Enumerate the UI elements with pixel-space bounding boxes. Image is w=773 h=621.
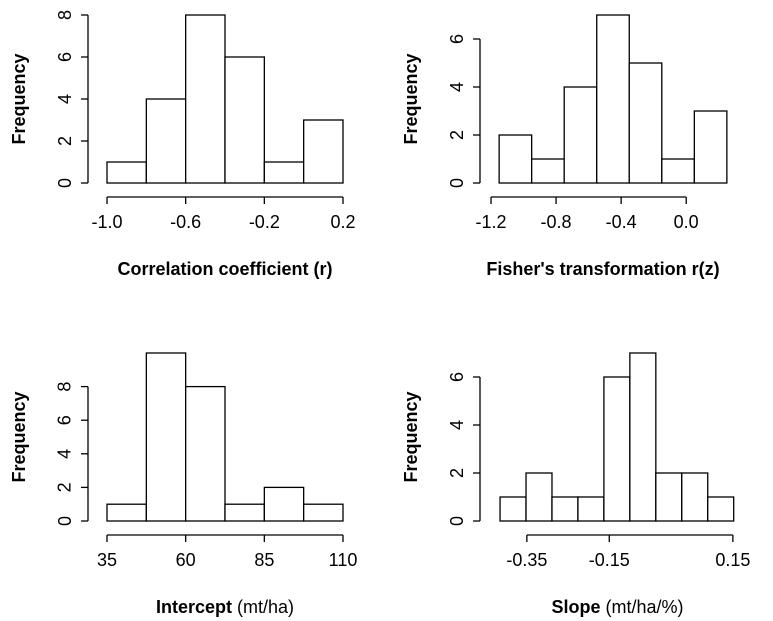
x-axis-label-main: Intercept [156, 597, 232, 617]
y-axis-label: Frequency [401, 391, 421, 482]
histogram-panel: 0 2 4 6 -0.35 -0.15 0.15 Frequency Slope (mt/ha/… [401, 352, 750, 617]
y-tick-label: 6 [55, 415, 75, 425]
y-tick-label: 4 [55, 449, 75, 459]
bar [303, 503, 344, 522]
x-axis-label: Fisher's transformation r(z) [486, 259, 719, 279]
bar [106, 161, 147, 184]
histogram-panel: 0 2 4 6 8 35 60 85 110 Frequency Intercept (mt/ha) [9, 352, 358, 617]
y-tick-label: 4 [447, 420, 467, 430]
x-axis-label-main: Fisher's transformation r(z) [486, 259, 719, 279]
y-tick-label: 6 [447, 34, 467, 44]
y-tick-label: 8 [55, 382, 75, 392]
bar [628, 62, 663, 184]
bar [531, 158, 565, 184]
y-axis-label: Frequency [401, 53, 421, 144]
x-tick-label: -0.15 [589, 550, 630, 570]
bar [263, 161, 305, 184]
x-tick-label: 110 [329, 550, 358, 570]
bar [603, 376, 631, 522]
bar [145, 98, 187, 184]
bar [563, 86, 598, 184]
y-tick-label: 0 [447, 516, 467, 526]
x-tick-label: 0.0 [674, 212, 699, 232]
y-tick-label: 4 [447, 82, 467, 92]
x-axis-label: Correlation coefficient (r) [117, 259, 332, 279]
x-tick-label: -0.6 [170, 212, 201, 232]
bar [224, 56, 265, 184]
bar [145, 352, 187, 522]
bar [263, 486, 305, 522]
bar [498, 134, 533, 184]
y-tick-label: 2 [55, 482, 75, 492]
bar [655, 472, 683, 522]
bar [303, 119, 344, 184]
x-tick-label: -1.0 [91, 212, 122, 232]
bar [224, 503, 265, 522]
y-tick-label: 0 [55, 516, 75, 526]
x-tick-label: 85 [254, 550, 274, 570]
x-axis-label-unit: (mt/ha) [237, 597, 294, 617]
x-axis-label-unit: (mt/ha/%) [606, 597, 684, 617]
y-axis-label: Frequency [9, 391, 29, 482]
y-tick-label: 2 [447, 468, 467, 478]
bar [185, 14, 226, 184]
bar [661, 158, 695, 184]
y-axis-label: Frequency [9, 53, 29, 144]
bar [693, 110, 728, 184]
x-tick-label: -1.2 [475, 212, 506, 232]
x-axis-label-main: Slope [551, 597, 600, 617]
x-tick-label: 0.2 [330, 212, 355, 232]
y-tick-label: 2 [447, 130, 467, 140]
x-tick-label: 35 [97, 550, 117, 570]
x-tick-label: -0.4 [606, 212, 637, 232]
y-tick-label: 0 [55, 178, 75, 188]
x-tick-label: -0.8 [541, 212, 572, 232]
bar [577, 496, 605, 522]
y-tick-label: 0 [447, 178, 467, 188]
x-axis-label: Slope (mt/ha/%) [551, 597, 683, 617]
x-axis-label: Intercept (mt/ha) [156, 597, 294, 617]
x-tick-label: -0.35 [506, 550, 547, 570]
y-tick-label: 8 [55, 10, 75, 20]
y-tick-label: 6 [447, 372, 467, 382]
y-tick-label: 6 [55, 52, 75, 62]
x-axis-label-main: Correlation coefficient (r) [117, 259, 332, 279]
bar [499, 496, 527, 522]
y-tick-label: 4 [55, 94, 75, 104]
bar [106, 503, 147, 522]
x-tick-label: 0.15 [715, 550, 750, 570]
bar [681, 472, 709, 522]
x-tick-label: 60 [176, 550, 196, 570]
bar [525, 472, 553, 522]
bar [707, 496, 735, 522]
histogram-panel: 0 2 4 6 8 -1.0 -0.6 -0.2 0.2 Frequency Correlation… [9, 10, 356, 279]
y-tick-label: 2 [55, 136, 75, 146]
bar [551, 496, 579, 522]
bar [596, 14, 630, 184]
bar [629, 352, 657, 522]
x-tick-label: -0.2 [249, 212, 280, 232]
histogram-panel: 0 2 4 6 -1.2 -0.8 -0.4 0.0 Frequency Fisher's tra… [401, 14, 728, 279]
bar [185, 385, 226, 522]
